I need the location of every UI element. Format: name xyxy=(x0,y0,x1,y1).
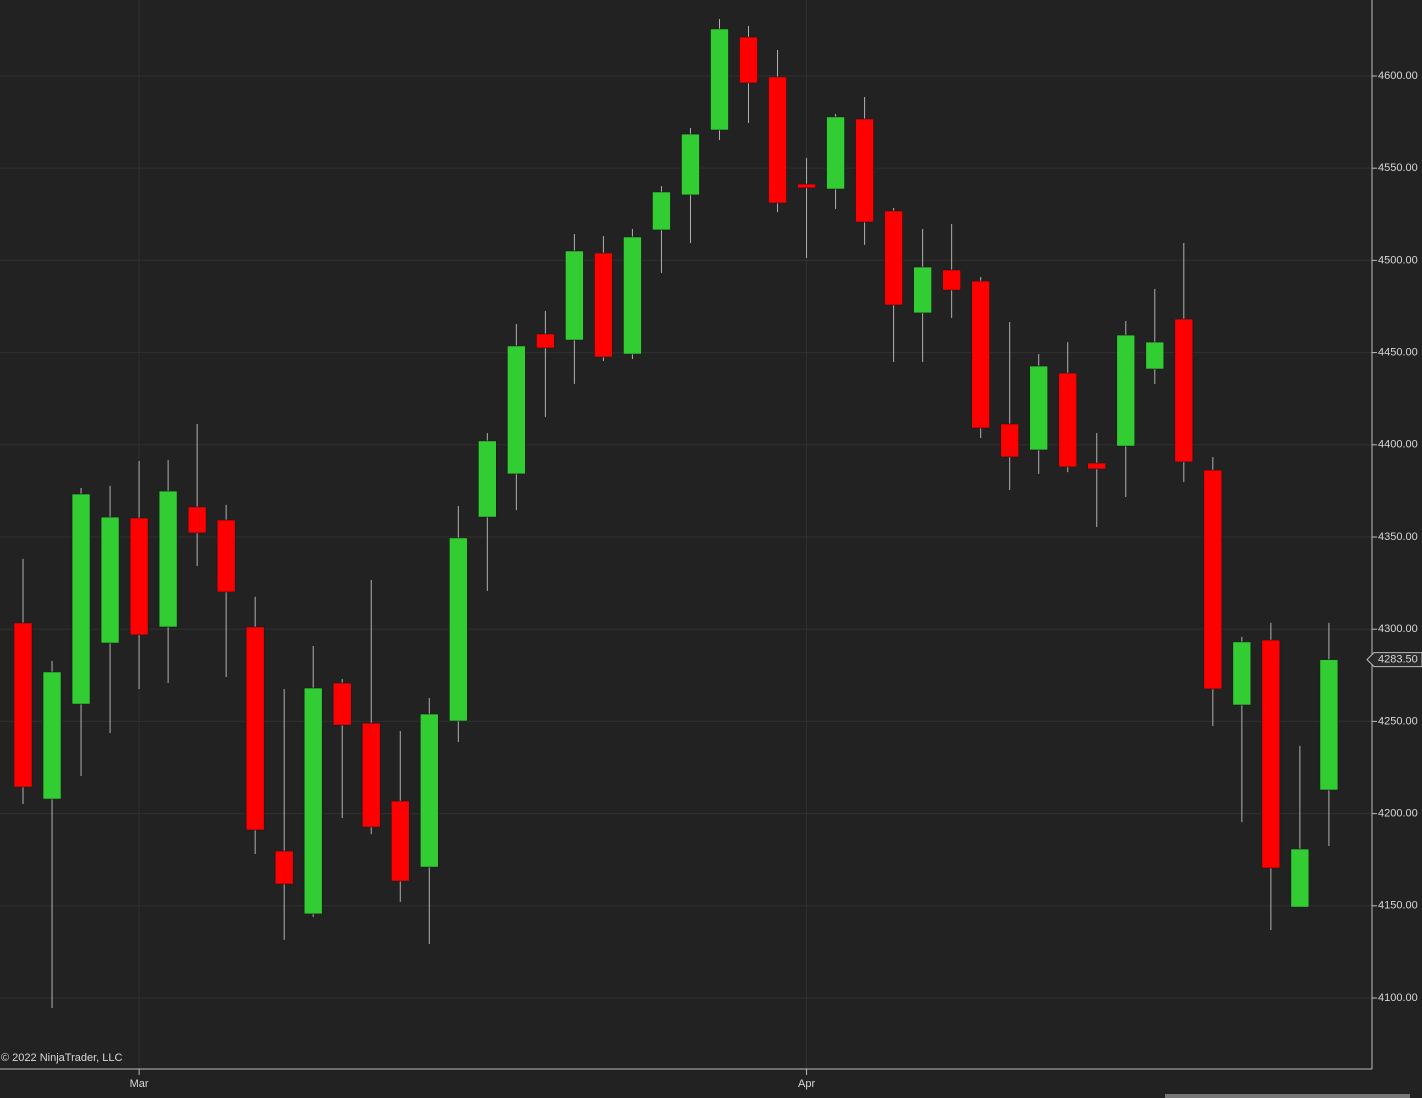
y-tick-label: 4350.00 xyxy=(1378,531,1418,543)
candle-body xyxy=(216,519,236,593)
candle-body xyxy=(768,76,787,204)
candle-body xyxy=(129,517,149,636)
candle-body xyxy=(1087,462,1107,470)
candle-body xyxy=(942,269,961,291)
candle-body xyxy=(565,250,584,341)
candle-body xyxy=(855,118,874,223)
candle-body xyxy=(826,116,845,190)
candle-body xyxy=(652,191,671,231)
candle-body xyxy=(100,516,120,644)
y-tick-label: 4250.00 xyxy=(1378,715,1418,727)
candle-body xyxy=(1116,334,1136,447)
y-tick-label: 4400.00 xyxy=(1378,439,1418,451)
y-tick-label: 4300.00 xyxy=(1378,623,1418,635)
candle-body xyxy=(390,800,410,882)
candle-body xyxy=(245,626,265,831)
candle-body xyxy=(361,722,381,828)
candle-body xyxy=(536,333,555,349)
copyright: © 2022 NinjaTrader, LLC xyxy=(1,1052,122,1064)
candle-body xyxy=(187,506,207,534)
candle-body xyxy=(971,280,990,429)
x-tick-label: Mar xyxy=(130,1078,149,1090)
last-price-box xyxy=(1366,652,1422,668)
candle-body xyxy=(681,133,700,196)
candle-body xyxy=(1000,423,1019,458)
candle-body xyxy=(1029,365,1049,451)
last-price-label: 4283.50 xyxy=(1378,654,1418,666)
candle-body xyxy=(1319,659,1339,791)
candle-body xyxy=(303,687,323,915)
candle-body xyxy=(623,236,642,355)
candle-body xyxy=(1145,341,1165,370)
candle-body xyxy=(1058,372,1078,468)
candle-body xyxy=(42,671,62,800)
last-price-marker: 4283.50 xyxy=(1366,652,1422,668)
scrollbar[interactable] xyxy=(1165,1094,1410,1098)
candle-body xyxy=(1174,318,1194,463)
candle-body xyxy=(1232,641,1252,706)
candle-body xyxy=(13,622,33,788)
candle-body xyxy=(71,493,91,705)
y-tick-label: 4600.00 xyxy=(1378,70,1418,82)
y-tick-label: 4100.00 xyxy=(1378,992,1418,1004)
y-tick-label: 4150.00 xyxy=(1378,900,1418,912)
candle-body xyxy=(507,345,526,475)
y-tick-label: 4550.00 xyxy=(1378,162,1418,174)
x-tick-label: Apr xyxy=(798,1078,815,1090)
candle-body xyxy=(1290,848,1310,908)
candle-body xyxy=(710,28,729,131)
y-tick-label: 4450.00 xyxy=(1378,346,1418,358)
candle-body xyxy=(913,266,932,314)
candle-body xyxy=(739,36,758,84)
candle-body xyxy=(478,440,497,518)
candle-body xyxy=(1203,469,1223,690)
candle-body xyxy=(884,210,903,306)
candle-body xyxy=(449,537,468,722)
candle-body xyxy=(158,490,178,628)
candle-body xyxy=(594,252,613,358)
y-tick-label: 4500.00 xyxy=(1378,254,1418,266)
candle-body xyxy=(274,850,294,885)
candle-body xyxy=(1261,639,1281,869)
y-tick-label: 4200.00 xyxy=(1378,808,1418,820)
candle-body xyxy=(332,682,352,726)
candle-body xyxy=(419,713,439,868)
candle-body xyxy=(797,183,816,189)
